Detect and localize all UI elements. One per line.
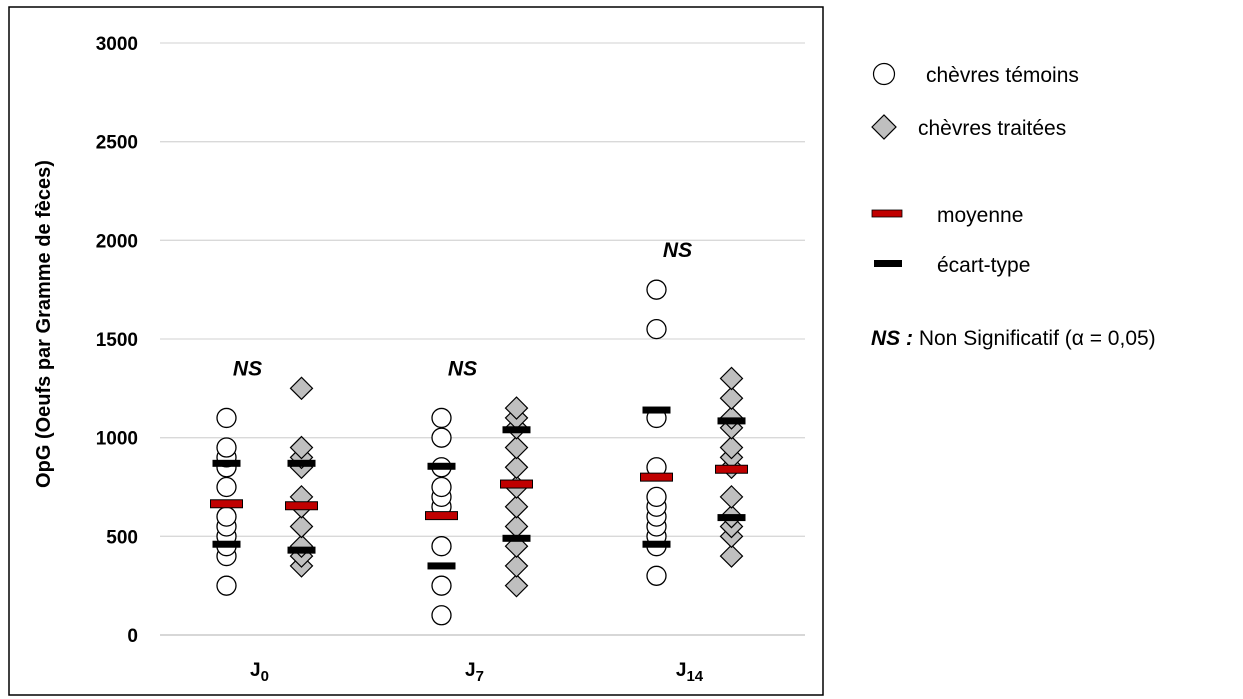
legend: chèvres témoins chèvres traitées moyenne éc… — [871, 62, 1156, 350]
y-tick-label: 1500 — [96, 330, 138, 351]
y-tick-label: 1000 — [96, 429, 138, 450]
y-tick-label: 500 — [106, 527, 138, 548]
data-point-circle — [216, 437, 237, 458]
mean-bar — [285, 501, 318, 511]
data-point-diamond — [719, 386, 744, 411]
data-point-diamond — [504, 396, 529, 420]
x-tick-label: J0 — [250, 660, 269, 685]
sd-bar-low — [502, 534, 531, 542]
sd-bar-high — [427, 462, 456, 470]
data-point-circle — [431, 605, 452, 626]
data-point-diamond — [719, 435, 744, 460]
legend-mean-marker — [871, 209, 903, 218]
legend-circle-marker — [872, 62, 896, 86]
mean-bar — [210, 499, 243, 509]
data-point-diamond — [504, 573, 529, 598]
data-point-diamond — [289, 376, 314, 401]
y-axis-title: OpG (Oeufs par Gramme de fèces) — [33, 160, 55, 488]
significance-label: NS — [448, 358, 477, 381]
data-point-diamond — [504, 435, 529, 460]
legend-note: NS : Non Significatif (α = 0,05) — [871, 327, 1156, 350]
data-point-circle — [431, 476, 452, 498]
y-tick-label: 3000 — [96, 34, 138, 55]
sd-bar-low — [287, 546, 316, 554]
legend-label-moyenne: moyenne — [937, 204, 1023, 227]
data-point-diamond — [504, 455, 529, 480]
sd-bar-high — [502, 426, 531, 434]
data-point-diamond — [719, 544, 744, 568]
data-point-circle — [216, 407, 237, 429]
sd-bar-low — [717, 514, 746, 522]
data-point-circle — [431, 575, 452, 596]
legend-sd-marker — [874, 260, 902, 267]
sd-bar-low — [427, 562, 456, 570]
sd-bar-high — [287, 459, 316, 467]
plot-frame — [8, 6, 824, 696]
data-point-circle — [216, 506, 237, 527]
legend-label-temoins: chèvres témoins — [926, 64, 1079, 87]
data-point-circle — [431, 407, 452, 429]
data-point-diamond — [719, 366, 744, 391]
data-point-diamond — [289, 435, 314, 460]
data-point-diamond — [504, 514, 529, 539]
data-point-circle — [646, 318, 667, 340]
significance-label: NS — [663, 239, 692, 262]
y-tick-label: 2500 — [96, 133, 138, 154]
sd-bar-high — [212, 459, 241, 467]
sd-bar-low — [212, 540, 241, 548]
data-marks: NS NS NS — [210, 239, 748, 626]
legend-label-traitees: chèvres traitées — [918, 117, 1066, 140]
data-point-circle — [431, 536, 452, 557]
y-tick-label: 0 — [127, 626, 138, 647]
legend-label-ecart-type: écart-type — [937, 254, 1030, 277]
sd-bar-high — [642, 406, 671, 414]
mean-bar — [715, 464, 748, 474]
data-point-circle — [646, 565, 667, 586]
data-point-diamond — [289, 514, 314, 539]
x-tick-label: J7 — [465, 660, 484, 685]
data-point-diamond — [504, 494, 529, 519]
data-point-circle — [216, 575, 237, 596]
data-point-circle — [216, 476, 237, 498]
axes: 0 500 1000 1500 2000 2500 3000 OpG (Oeufs par G… — [33, 34, 805, 685]
data-point-circle — [431, 427, 452, 448]
mean-bar — [640, 472, 673, 482]
legend-diamond-marker — [871, 114, 897, 140]
sd-bar-low — [642, 540, 671, 548]
mean-bar — [425, 511, 458, 521]
data-point-diamond — [504, 554, 529, 578]
mean-bar — [500, 479, 533, 489]
gridlines — [160, 42, 805, 537]
y-tick-label: 2000 — [96, 231, 138, 252]
data-point-circle — [646, 486, 667, 508]
data-point-circle — [646, 279, 667, 300]
x-tick-label: J14 — [676, 660, 704, 685]
data-point-diamond — [719, 485, 744, 509]
significance-label: NS — [233, 358, 262, 381]
sd-bar-high — [717, 417, 746, 425]
